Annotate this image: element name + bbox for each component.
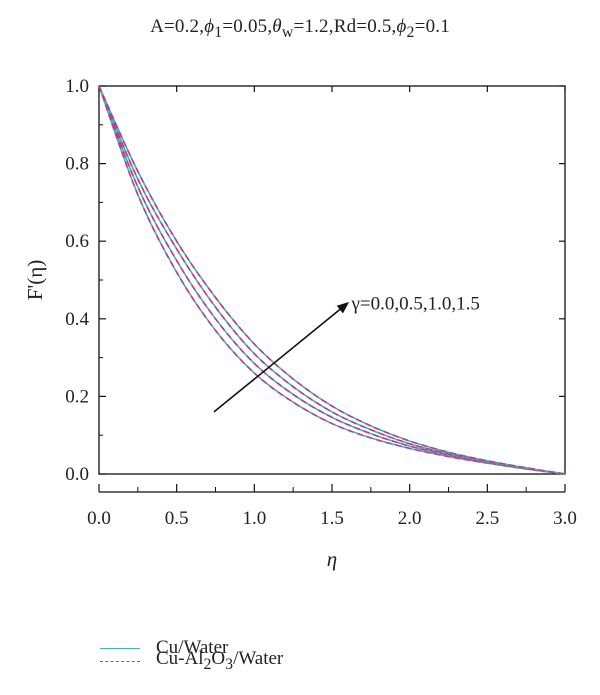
title-symbol: ϕ — [396, 16, 407, 37]
chart-title: A=0.2,ϕ1=0.05,θw=1.2,Rd=0.5,ϕ2=0.1 — [0, 16, 600, 42]
title-subscript: 2 — [406, 23, 415, 41]
x-tick-label: 0.0 — [87, 508, 111, 529]
curve-cu-water-gamma-1.0 — [98, 85, 566, 475]
title-part: =1.2,Rd=0.5, — [293, 16, 397, 37]
legend-label: Cu/Water — [156, 637, 229, 658]
title-subscript: 1 — [214, 23, 223, 41]
legend-label: Cu-Al2O3/Water — [156, 648, 284, 673]
y-tick-label: 0.2 — [65, 386, 89, 407]
gamma-annotation: γ=0.0,0.5,1.0,1.5 — [351, 293, 480, 314]
title-part: =0.05, — [222, 16, 273, 37]
x-tick-label: 2.0 — [398, 508, 422, 529]
y-tick-label: 0.6 — [65, 231, 89, 252]
x-tick-label: 3.0 — [553, 508, 577, 529]
y-tick-label: 0.0 — [65, 464, 89, 485]
x-axis-label: η — [327, 547, 337, 571]
curve-cu-water-gamma-0.0 — [98, 85, 566, 475]
y-tick-label: 1.0 — [65, 76, 89, 97]
plot-frame — [98, 85, 566, 475]
title-part: A=0.2, — [150, 16, 205, 37]
x-tick-label: 0.5 — [165, 508, 189, 529]
curve-cu-al2o3-water-gamma-1.5 — [98, 85, 566, 475]
legend-item-cu-water: Cu/Water — [100, 636, 228, 660]
curve-cu-al2o3-water-gamma-0.0 — [98, 85, 566, 475]
x-tick-label: 2.5 — [475, 508, 499, 529]
x-tick-label: 1.5 — [320, 508, 344, 529]
plot-area: 0.0 0.5 1.0 1.5 2.0 2.5 3.0 0.0 0.2 0.4 0.6 0.8 1.0 η… — [23, 76, 577, 571]
y-tick-label: 0.4 — [65, 309, 89, 330]
title-subscript: w — [281, 23, 294, 41]
x-tick-label: 1.0 — [242, 508, 266, 529]
curve-cu-water-gamma-0.5 — [98, 85, 566, 475]
curve-cu-al2o3-water-gamma-1.0 — [98, 85, 566, 475]
gamma-arrow — [213, 302, 350, 413]
legend-swatch-solid — [100, 647, 140, 649]
y-tick-label: 0.8 — [65, 154, 89, 175]
legend-item-cu-al2o3-water-row: Cu-Al2O3/Water — [100, 648, 284, 673]
curve-cu-water-gamma-1.5 — [98, 85, 566, 475]
legend-swatch-dashed — [100, 660, 140, 662]
curve-cu-al2o3-water-gamma-0.5 — [98, 85, 566, 475]
y-axis-label: F'(η) — [23, 260, 47, 300]
title-part: =0.1 — [414, 16, 450, 37]
title-symbol: ϕ — [204, 16, 215, 37]
title-symbol: θ — [272, 16, 282, 37]
